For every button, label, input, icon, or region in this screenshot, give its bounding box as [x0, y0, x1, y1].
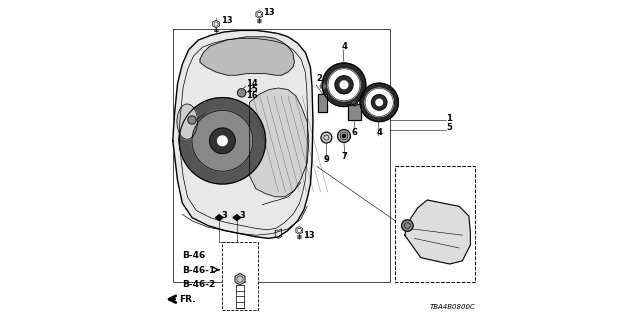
Text: 8: 8: [416, 210, 422, 219]
Polygon shape: [405, 200, 470, 264]
Text: 11: 11: [434, 173, 445, 182]
Text: 13: 13: [303, 231, 315, 240]
Polygon shape: [216, 215, 223, 220]
Text: 12: 12: [434, 183, 445, 192]
Text: 5: 5: [447, 124, 452, 132]
Circle shape: [338, 130, 351, 142]
Text: 2: 2: [316, 74, 322, 83]
Circle shape: [321, 132, 332, 143]
Text: 13: 13: [263, 8, 275, 17]
Polygon shape: [192, 110, 253, 171]
Polygon shape: [173, 30, 313, 238]
Text: 9: 9: [323, 156, 329, 164]
Polygon shape: [376, 99, 383, 106]
Text: 6: 6: [352, 128, 358, 137]
Text: 15: 15: [181, 112, 193, 121]
Circle shape: [352, 100, 357, 106]
Polygon shape: [256, 11, 262, 18]
Text: 14: 14: [181, 106, 193, 115]
Circle shape: [402, 220, 413, 231]
Text: 7: 7: [342, 152, 347, 161]
Polygon shape: [296, 227, 303, 234]
Polygon shape: [212, 20, 220, 28]
Text: 4: 4: [376, 128, 383, 137]
Bar: [396, 166, 475, 282]
Polygon shape: [319, 94, 328, 112]
Bar: [223, 242, 258, 310]
Text: 13: 13: [221, 16, 232, 25]
Polygon shape: [328, 69, 360, 101]
Text: 16: 16: [246, 92, 257, 100]
Polygon shape: [235, 273, 245, 285]
Text: 14: 14: [246, 79, 257, 88]
Polygon shape: [360, 83, 398, 122]
Text: 3: 3: [222, 212, 227, 220]
Text: B-46-1: B-46-1: [182, 266, 216, 275]
Polygon shape: [323, 63, 366, 107]
Text: 4: 4: [342, 42, 348, 51]
Text: 16: 16: [175, 119, 187, 128]
Circle shape: [237, 89, 246, 97]
Circle shape: [188, 116, 196, 124]
Circle shape: [342, 134, 346, 138]
Polygon shape: [233, 215, 241, 220]
Text: 1: 1: [447, 114, 452, 123]
Polygon shape: [250, 88, 309, 197]
Text: B-46: B-46: [182, 252, 205, 260]
Text: FR.: FR.: [179, 295, 196, 304]
Polygon shape: [340, 81, 348, 89]
Polygon shape: [348, 104, 361, 120]
Polygon shape: [200, 37, 294, 75]
Text: 10: 10: [415, 199, 426, 208]
Polygon shape: [335, 76, 353, 94]
Text: 15: 15: [246, 85, 257, 94]
Polygon shape: [179, 98, 266, 184]
Polygon shape: [177, 104, 197, 139]
Text: B-46-2: B-46-2: [182, 280, 216, 289]
Text: 3: 3: [239, 212, 245, 220]
Text: TBA4B0800C: TBA4B0800C: [429, 304, 475, 310]
Polygon shape: [210, 128, 236, 154]
Polygon shape: [218, 136, 227, 146]
Polygon shape: [372, 95, 387, 110]
Polygon shape: [365, 88, 393, 116]
Circle shape: [321, 84, 326, 89]
